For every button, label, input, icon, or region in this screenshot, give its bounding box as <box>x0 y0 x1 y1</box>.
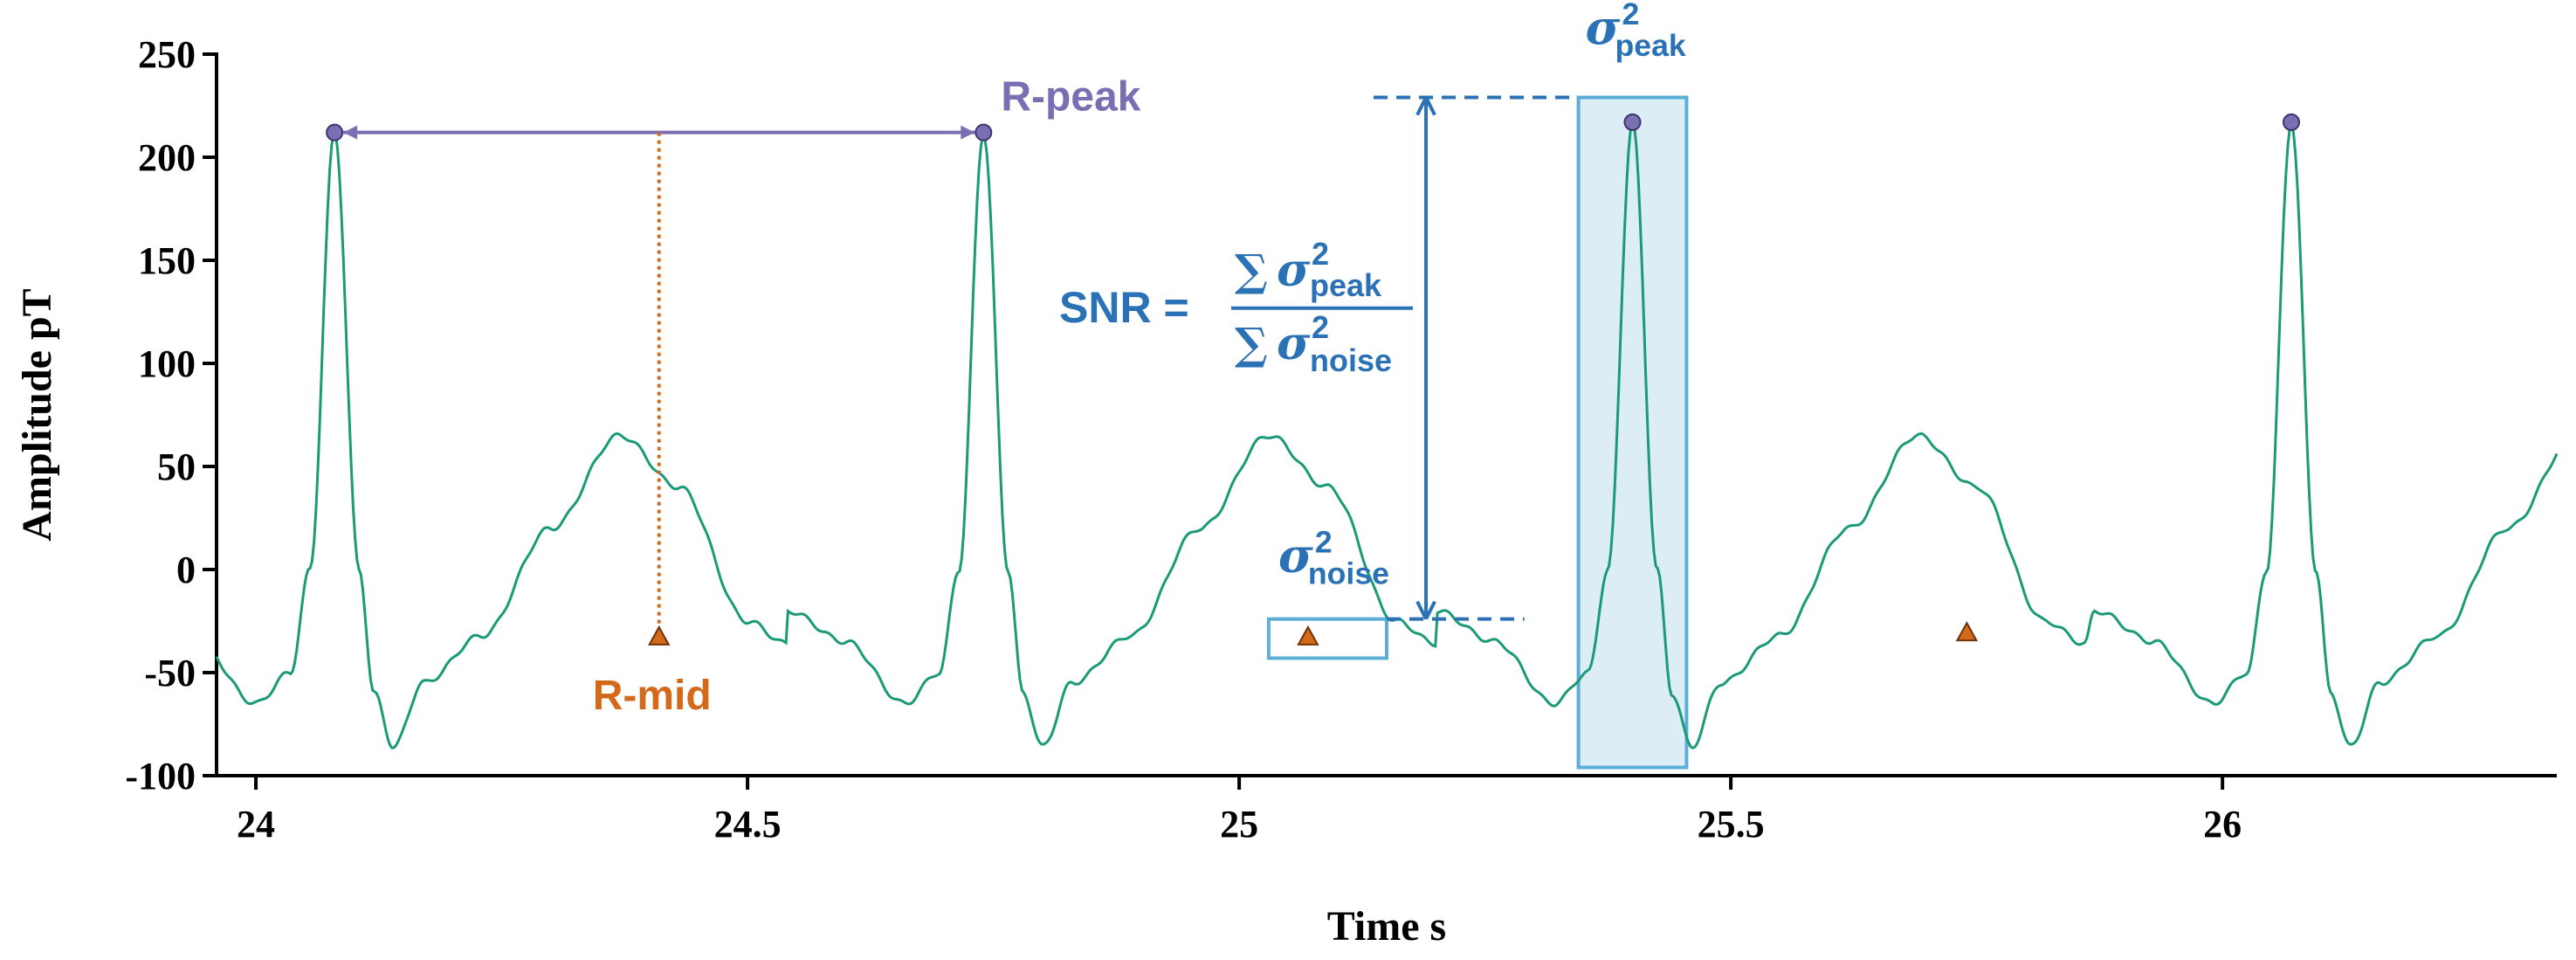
snr-num-sup: 2 <box>1312 236 1329 272</box>
signal-line-layer <box>215 116 2559 749</box>
y-tick-label: -50 <box>144 652 196 694</box>
noise-variance-box <box>1266 617 1388 660</box>
r-peak-label: R-peak <box>1001 74 1140 121</box>
x-tick-label: 25 <box>1220 803 1258 846</box>
sigma-noise-label-sigma: σ <box>1278 527 1313 583</box>
sigma-peak-label-sup: 2 <box>1622 0 1640 31</box>
y-tick-label: 0 <box>176 549 196 591</box>
r-mid-label: R-mid <box>593 673 712 719</box>
y-tick-label: 200 <box>138 136 196 179</box>
y-tick-label: -100 <box>125 755 196 798</box>
snr-arrow-head-top <box>1415 96 1436 116</box>
highlight-boxes <box>1266 95 1689 770</box>
ecg-signal-line <box>215 116 2559 749</box>
snr-den-sub: noise <box>1310 342 1392 378</box>
rr-arrow-head-left <box>343 125 358 140</box>
x-tick-label: 25.5 <box>1698 803 1765 846</box>
sigma-peak-label-sigma: σ <box>1586 0 1621 55</box>
r-mid-marker <box>1955 621 1979 642</box>
snr-lhs: SNR = <box>1059 283 1189 332</box>
peak-variance-box <box>1576 95 1689 770</box>
markers <box>326 113 2300 646</box>
rr-arrow-head-right <box>961 125 975 140</box>
r-peak-marker <box>2282 113 2300 131</box>
sigma-noise-label-sup: 2 <box>1315 524 1333 559</box>
y-axis-title: Amplitude pT <box>14 288 60 541</box>
snr-num-sub: peak <box>1310 267 1382 303</box>
x-tick-label: 24.5 <box>714 803 782 846</box>
y-tick-label: 250 <box>138 33 196 76</box>
r-peak-marker <box>326 123 344 142</box>
snr-num-sigma: σ <box>1277 244 1311 297</box>
snr-den-sum: ∑ <box>1235 318 1268 369</box>
x-tick-label: 24 <box>237 803 275 846</box>
snr-arrow-head-bottom <box>1415 600 1436 620</box>
snr-den-sigma: σ <box>1277 317 1311 370</box>
sigma-peak-label-sub: peak <box>1615 28 1686 63</box>
x-axis-title: Time s <box>1327 903 1446 950</box>
sigma-noise-label-sub: noise <box>1308 556 1389 591</box>
y-tick-label: 50 <box>157 445 196 488</box>
r-peak-marker <box>1623 113 1642 131</box>
snr-den-sup: 2 <box>1312 309 1329 345</box>
r-mid-marker <box>648 625 671 646</box>
y-tick-label: 100 <box>138 342 196 385</box>
x-tick-label: 26 <box>2203 803 2242 846</box>
snr-num-sum: ∑ <box>1235 245 1268 296</box>
r-peak-marker <box>975 123 993 142</box>
y-tick-label: 150 <box>138 239 196 282</box>
axes: 250 200 150 100 50 0 -50 -100 24 24.5 25 25.5 26 Time… <box>14 33 2557 950</box>
r-mid-marker <box>1297 625 1319 646</box>
